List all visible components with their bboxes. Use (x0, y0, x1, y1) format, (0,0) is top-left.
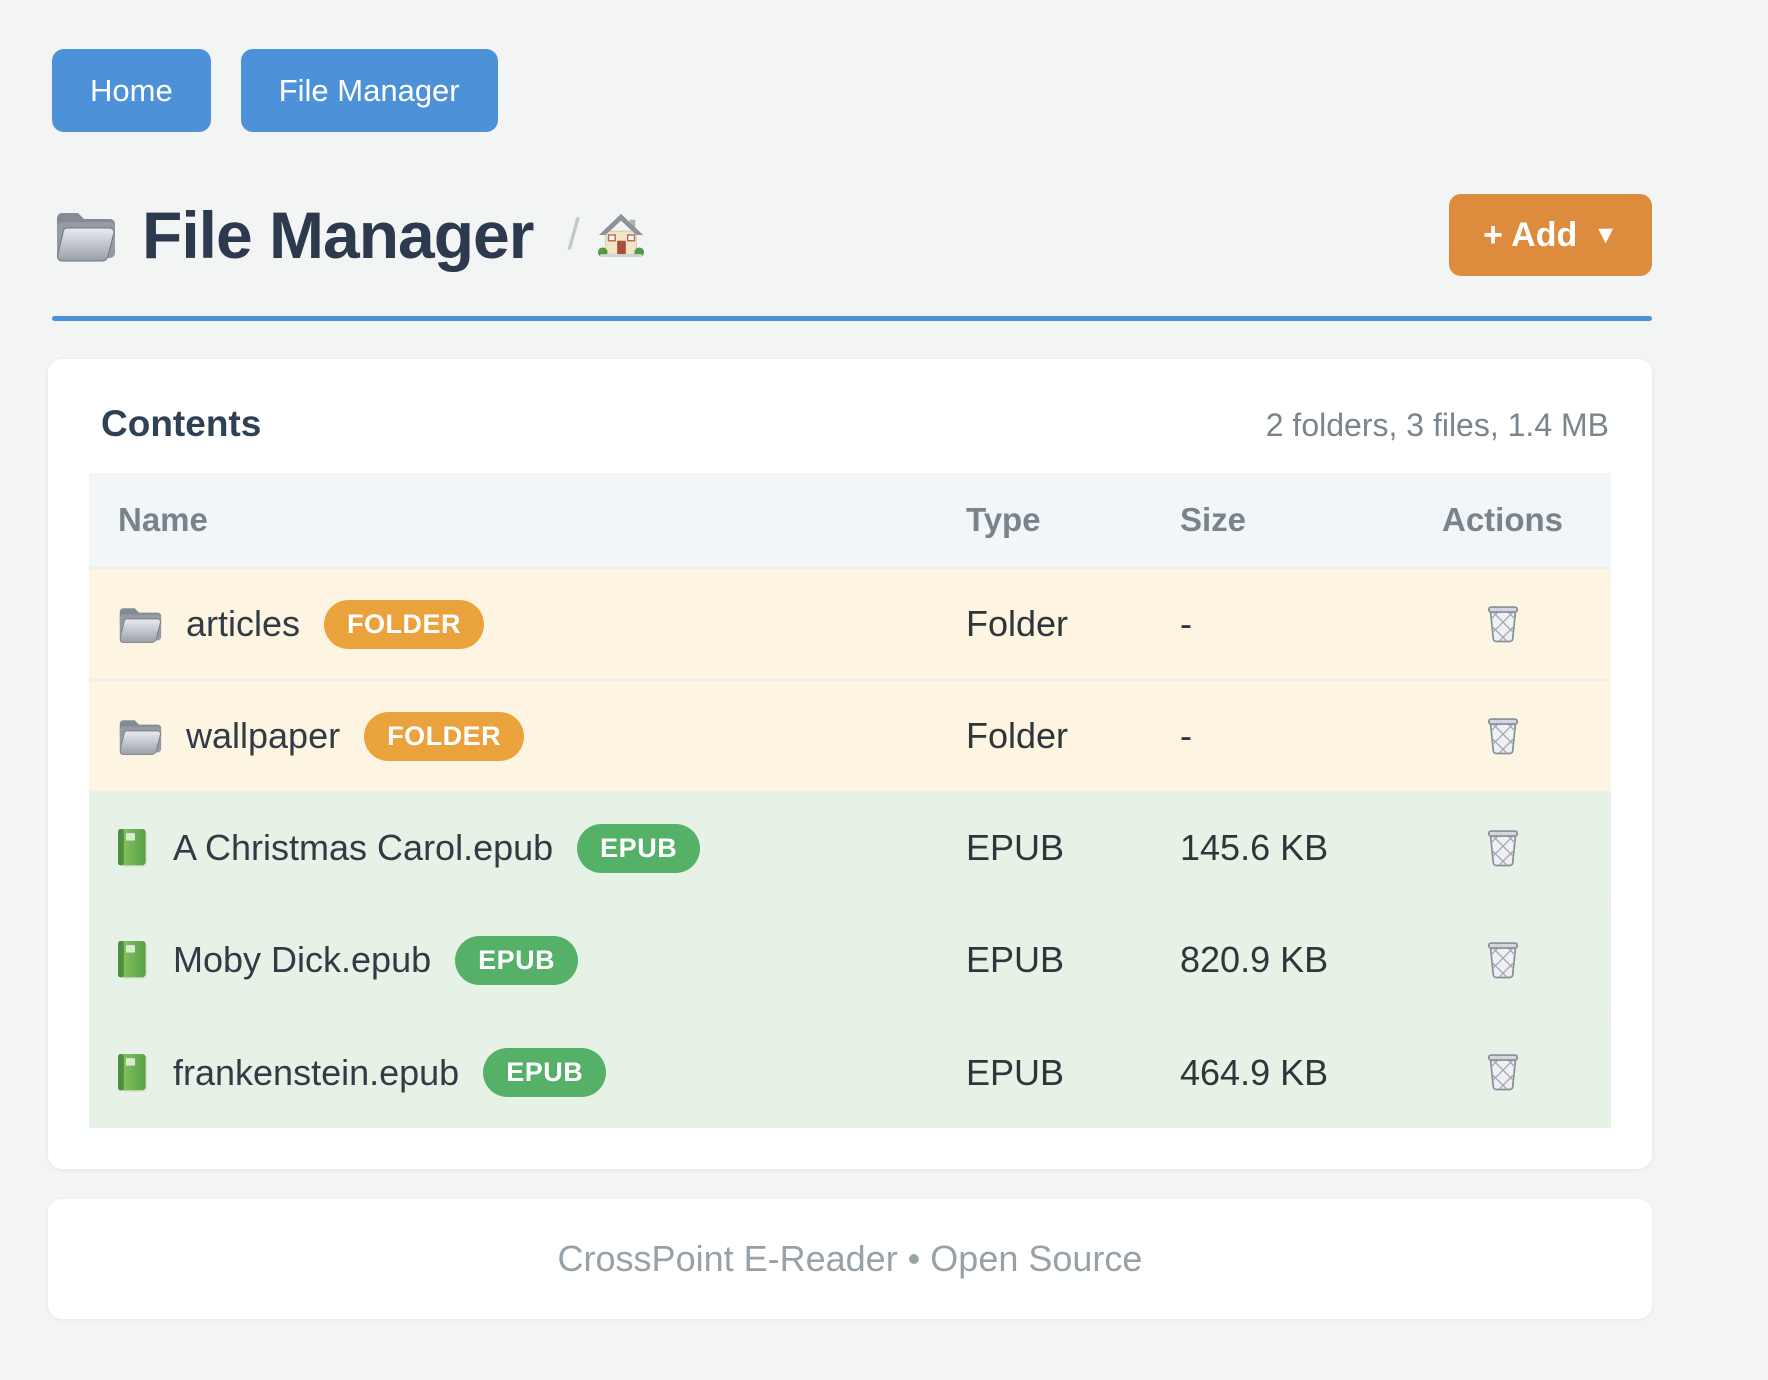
folder-icon (116, 716, 162, 756)
table-row[interactable]: frankenstein.epub EPUB EPUB 464.9 KB (89, 1016, 1611, 1128)
column-header-size: Size (1180, 473, 1394, 568)
trash-icon (1484, 605, 1522, 647)
item-size: 820.9 KB (1180, 904, 1394, 1016)
item-type: EPUB (966, 904, 1180, 1016)
table-row[interactable]: wallpaper FOLDER Folder - (89, 680, 1611, 792)
file-table: Name Type Size Actions articles FOLDER F… (89, 473, 1611, 1128)
delete-button[interactable] (1480, 1046, 1526, 1099)
column-header-type: Type (966, 473, 1180, 568)
column-header-name: Name (89, 473, 966, 568)
book-icon (116, 1052, 149, 1094)
item-name-link[interactable]: frankenstein.epub (173, 1051, 460, 1093)
delete-button[interactable] (1480, 822, 1526, 875)
page-header: File Manager / + Add ▼ (52, 194, 1652, 276)
contents-summary: 2 folders, 3 files, 1.4 MB (1265, 407, 1609, 443)
top-nav: Home File Manager (0, 0, 1768, 132)
contents-heading: Contents (101, 403, 262, 444)
trash-icon (1484, 717, 1522, 759)
folder-icon (116, 604, 162, 644)
page-title: File Manager (142, 198, 534, 272)
column-header-actions: Actions (1394, 473, 1611, 568)
folder-badge: FOLDER (324, 599, 485, 649)
home-button[interactable]: Home (52, 49, 211, 132)
epub-badge: EPUB (577, 823, 701, 873)
delete-button[interactable] (1480, 710, 1526, 763)
chevron-down-icon: ▼ (1593, 220, 1618, 249)
item-size: - (1180, 680, 1394, 792)
delete-button[interactable] (1480, 598, 1526, 651)
item-type: EPUB (966, 1016, 1180, 1128)
contents-card: Contents 2 folders, 3 files, 1.4 MB Name… (48, 359, 1652, 1169)
epub-badge: EPUB (455, 935, 579, 985)
trash-icon (1484, 941, 1522, 983)
book-icon (116, 939, 149, 981)
folder-icon (52, 207, 116, 263)
item-name-link[interactable]: Moby Dick.epub (173, 939, 432, 980)
item-type: Folder (966, 568, 1180, 680)
delete-button[interactable] (1480, 934, 1526, 987)
book-icon (116, 827, 149, 869)
breadcrumb-separator: / (567, 210, 580, 259)
contents-card-header: Contents 2 folders, 3 files, 1.4 MB (89, 403, 1611, 473)
footer-text: CrossPoint E-Reader • Open Source (557, 1238, 1143, 1279)
folder-badge: FOLDER (364, 711, 525, 761)
file-manager-button[interactable]: File Manager (240, 49, 498, 132)
item-size: 145.6 KB (1180, 792, 1394, 904)
item-size: 464.9 KB (1180, 1016, 1394, 1128)
trash-icon (1484, 1054, 1522, 1095)
item-type: EPUB (966, 792, 1180, 904)
trash-icon (1484, 829, 1522, 871)
item-name-link[interactable]: A Christmas Carol.epub (173, 827, 554, 868)
footer: CrossPoint E-Reader • Open Source (48, 1199, 1652, 1319)
add-button[interactable]: + Add ▼ (1449, 194, 1652, 276)
home-icon[interactable] (597, 212, 644, 258)
table-row[interactable]: articles FOLDER Folder - (89, 568, 1611, 680)
item-type: Folder (966, 680, 1180, 792)
table-row[interactable]: Moby Dick.epub EPUB EPUB 820.9 KB (89, 904, 1611, 1016)
item-name-link[interactable]: articles (186, 603, 301, 644)
file-table-header: Name Type Size Actions (89, 473, 1611, 568)
item-name-link[interactable]: wallpaper (186, 715, 341, 756)
table-row[interactable]: A Christmas Carol.epub EPUB EPUB 145.6 K… (89, 792, 1611, 904)
title-divider (52, 316, 1652, 321)
epub-badge: EPUB (483, 1048, 607, 1097)
add-button-label: + Add (1483, 216, 1578, 254)
item-size: - (1180, 568, 1394, 680)
